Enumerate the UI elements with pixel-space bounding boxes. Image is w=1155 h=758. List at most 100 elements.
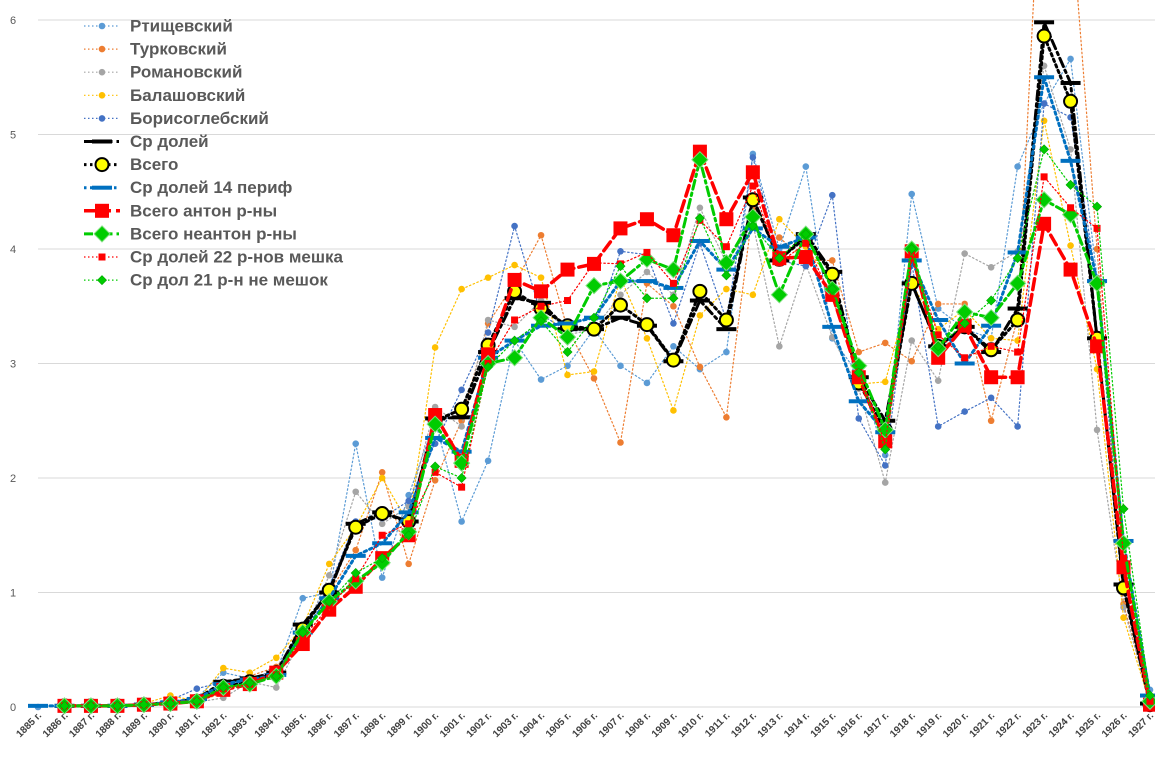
marker — [537, 376, 545, 383]
marker — [352, 440, 360, 447]
marker — [848, 399, 869, 404]
marker — [723, 285, 730, 293]
plot-area — [28, 0, 1155, 715]
marker — [881, 339, 889, 347]
marker — [425, 435, 446, 440]
marker — [986, 295, 997, 306]
x-tick-label: 1906 г. — [570, 710, 600, 740]
y-tick-label: 6 — [10, 15, 16, 27]
legend-label: Ртищевский — [130, 16, 233, 35]
marker — [723, 348, 730, 356]
marker — [1060, 80, 1081, 85]
marker — [776, 215, 783, 223]
marker — [719, 212, 734, 227]
legend-label: Борисоглебский — [130, 109, 269, 128]
marker — [689, 298, 710, 303]
x-tick-label: 1925 г. — [1073, 710, 1103, 740]
marker — [800, 229, 811, 240]
marker — [643, 335, 651, 342]
x-tick-label: 1917 г. — [862, 710, 892, 740]
x-tick-label: 1923 г. — [1021, 710, 1051, 740]
marker — [483, 361, 494, 372]
marker — [1014, 163, 1021, 170]
marker — [59, 700, 70, 711]
marker — [98, 22, 106, 30]
marker — [509, 335, 520, 346]
marker — [612, 297, 628, 313]
marker — [325, 560, 333, 568]
marker — [405, 560, 412, 568]
marker — [246, 669, 254, 676]
x-tick-label: 1903 г. — [491, 710, 521, 740]
marker — [802, 239, 810, 247]
legend-label: Ср долей 22 р-нов мешка — [130, 247, 344, 266]
marker — [94, 157, 110, 173]
marker — [378, 531, 386, 539]
marker — [428, 408, 443, 423]
x-tick-label: 1895 г. — [279, 710, 309, 740]
x-tick-label: 1897 г. — [332, 710, 362, 740]
marker — [718, 312, 734, 328]
marker — [1010, 370, 1025, 385]
x-tick-label: 1891 г. — [173, 710, 203, 740]
x-tick-label: 1920 г. — [941, 710, 971, 740]
x-tick-label: 1922 г. — [994, 710, 1024, 740]
marker — [987, 394, 995, 402]
marker — [191, 696, 202, 707]
marker — [776, 343, 783, 350]
marker — [827, 284, 838, 295]
marker — [933, 341, 944, 352]
marker — [405, 497, 412, 505]
marker — [431, 468, 439, 476]
marker — [984, 370, 999, 385]
marker — [617, 247, 624, 255]
y-tick-label: 2 — [10, 473, 16, 485]
marker — [670, 320, 677, 327]
legend-label: Турковский — [130, 40, 227, 59]
x-tick-label: 1913 г. — [756, 710, 786, 740]
marker — [669, 279, 677, 287]
marker — [431, 344, 439, 351]
marker — [643, 379, 651, 387]
marker — [639, 317, 655, 333]
marker — [770, 286, 789, 304]
marker — [1067, 242, 1074, 249]
y-tick-label: 0 — [10, 702, 16, 714]
marker — [431, 476, 439, 484]
x-tick-label: 1885 г. — [14, 710, 44, 740]
marker — [481, 347, 496, 362]
marker — [982, 308, 1000, 327]
marker — [511, 316, 519, 324]
legend-label: Ср долей — [130, 132, 209, 151]
marker — [881, 378, 889, 386]
marker — [586, 321, 602, 337]
marker — [876, 421, 894, 439]
y-tick-label: 5 — [10, 130, 16, 142]
marker — [352, 488, 360, 496]
marker — [636, 279, 657, 284]
marker — [1007, 250, 1028, 255]
marker — [906, 244, 917, 254]
marker — [98, 68, 106, 76]
marker — [534, 284, 549, 299]
marker — [776, 234, 783, 241]
marker — [934, 300, 942, 308]
marker — [1034, 75, 1055, 80]
marker — [691, 150, 709, 169]
marker — [1067, 55, 1074, 63]
x-tick-label: 1889 г. — [120, 710, 150, 740]
marker — [562, 347, 573, 358]
x-tick-label: 1899 г. — [385, 710, 415, 740]
marker — [954, 361, 975, 366]
marker — [1036, 28, 1052, 44]
marker — [934, 423, 942, 430]
legend: Ртищевский Турковский Романовский Балашовск… — [84, 16, 344, 290]
marker — [670, 343, 677, 350]
marker — [590, 368, 598, 375]
x-tick-label: 1894 г. — [253, 710, 283, 740]
marker — [987, 264, 995, 271]
marker — [1093, 426, 1101, 434]
marker — [1063, 262, 1078, 277]
marker — [934, 377, 942, 384]
x-tick-label: 1887 г. — [67, 710, 97, 740]
